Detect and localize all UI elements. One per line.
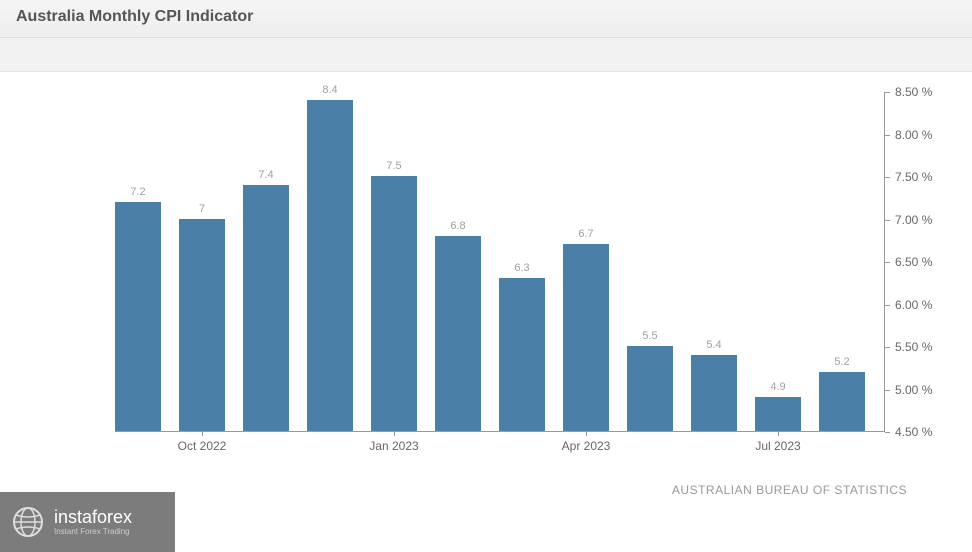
x-tick-label: Jul 2023: [755, 439, 800, 453]
bar: 5.4: [691, 355, 737, 432]
chart-title: Australia Monthly CPI Indicator: [16, 8, 956, 26]
x-tick-mark: [202, 431, 203, 436]
x-tick-mark: [778, 431, 779, 436]
plot-area: 4.50 %5.00 %5.50 %6.00 %6.50 %7.00 %7.50…: [115, 92, 885, 432]
y-tick-mark: [885, 390, 890, 391]
bar-value-label: 4.9: [770, 381, 785, 393]
bar: 6.8: [435, 236, 481, 432]
bar-value-label: 7.5: [386, 160, 401, 172]
y-tick-label: 6.50 %: [895, 255, 955, 269]
bar-value-label: 6.7: [578, 228, 593, 240]
y-tick-label: 8.50 %: [895, 85, 955, 99]
watermark-brand: instaforex: [54, 508, 132, 526]
bar: 8.4: [307, 100, 353, 432]
x-tick-mark: [586, 431, 587, 436]
watermark-text: instaforex Instant Forex Trading: [54, 508, 132, 536]
x-tick-label: Oct 2022: [178, 439, 227, 453]
y-tick-mark: [885, 220, 890, 221]
y-tick-mark: [885, 347, 890, 348]
bar: 7.5: [371, 176, 417, 431]
watermark: instaforex Instant Forex Trading: [0, 492, 175, 552]
bar-value-label: 7.4: [258, 169, 273, 181]
x-tick-label: Apr 2023: [562, 439, 611, 453]
y-tick-mark: [885, 432, 890, 433]
bar-value-label: 5.5: [642, 330, 657, 342]
bar: 7.2: [115, 202, 161, 432]
bar-value-label: 7.2: [130, 186, 145, 198]
source-label: AUSTRALIAN BUREAU OF STATISTICS: [672, 483, 907, 497]
y-tick-mark: [885, 135, 890, 136]
bar: 5.5: [627, 346, 673, 431]
bar: 7: [179, 219, 225, 432]
bar-value-label: 7: [199, 203, 205, 215]
chart-header: Australia Monthly CPI Indicator: [0, 0, 972, 38]
bar: 7.4: [243, 185, 289, 432]
bar-value-label: 5.4: [706, 339, 721, 351]
chart-subheader: [0, 38, 972, 72]
y-tick-label: 5.50 %: [895, 340, 955, 354]
y-tick-label: 7.50 %: [895, 170, 955, 184]
y-tick-mark: [885, 305, 890, 306]
x-tick-mark: [394, 431, 395, 436]
chart-container: 4.50 % 5.00 % 5.50 % 6.00 % 6.50 % 7.00 % 7.50…: [0, 72, 972, 552]
bar-value-label: 6.3: [514, 262, 529, 274]
watermark-tagline: Instant Forex Trading: [54, 528, 132, 536]
bar: 6.7: [563, 244, 609, 431]
bar-value-label: 6.8: [450, 220, 465, 232]
bar: 5.2: [819, 372, 865, 432]
bar-value-label: 8.4: [322, 84, 337, 96]
y-tick-label: 7.00 %: [895, 213, 955, 227]
y-tick-mark: [885, 262, 890, 263]
x-tick-label: Jan 2023: [369, 439, 418, 453]
y-tick-label: 6.00 %: [895, 298, 955, 312]
globe-icon: [10, 504, 46, 540]
y-tick-mark: [885, 177, 890, 178]
bar-value-label: 5.2: [834, 356, 849, 368]
bar: 6.3: [499, 278, 545, 431]
y-tick-label: 5.00 %: [895, 383, 955, 397]
bar: 4.9: [755, 397, 801, 431]
y-tick-label: 8.00 %: [895, 128, 955, 142]
y-tick-label: 4.50 %: [895, 425, 955, 439]
y-tick-mark: [885, 92, 890, 93]
